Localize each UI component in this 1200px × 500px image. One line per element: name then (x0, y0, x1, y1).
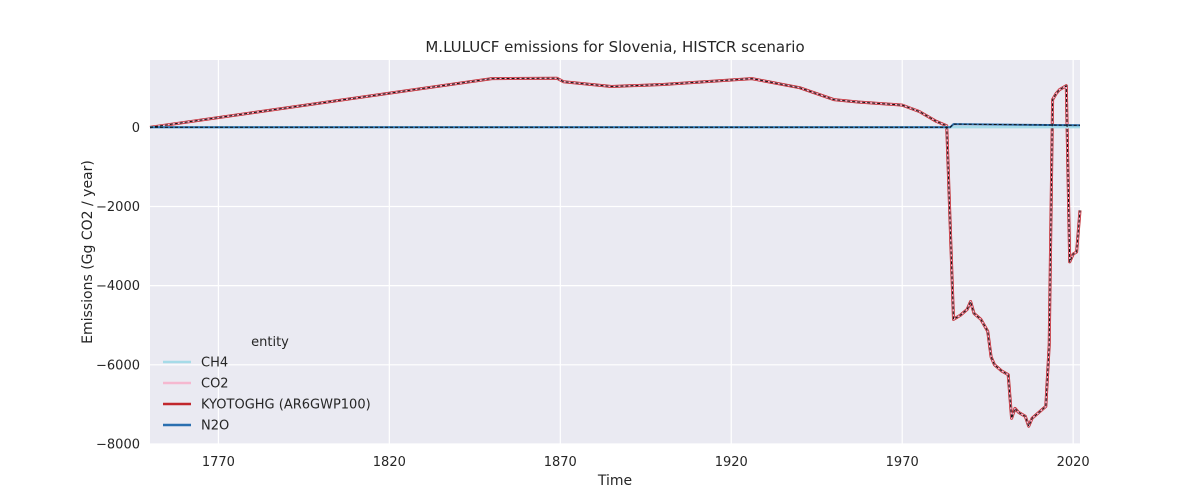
series-line-kyotoghg-dashed (149, 77, 1081, 427)
series-layer (149, 76, 1082, 428)
x-tick-label: 1870 (544, 455, 577, 470)
x-tick-label: 1970 (886, 455, 919, 470)
legend-entry: CH4 (201, 356, 228, 371)
legend: entity CH4 CO2 KYOTOGHG (AR6GWP100) N2O (163, 335, 371, 434)
y-tick-label: −2000 (96, 200, 140, 215)
series-line-n2o-dashed (150, 123, 1081, 128)
y-axis-label: Emissions (Gg CO2 / year) (80, 160, 96, 344)
x-tick-label: 2020 (1057, 455, 1090, 470)
y-tick-label: −4000 (96, 279, 140, 294)
x-tick-label: 1920 (715, 455, 748, 470)
y-tick-label: −8000 (96, 438, 140, 453)
plot-background (150, 60, 1080, 444)
legend-entry: N2O (201, 419, 229, 434)
legend-entry: CO2 (201, 377, 229, 392)
legend-title: entity (251, 335, 289, 350)
y-tick-label: 0 (132, 121, 140, 136)
axis-ticks: 1770 1820 1870 1920 1970 2020 −8000 −6000 −4000 −… (96, 121, 1090, 470)
x-tick-label: 1820 (373, 455, 406, 470)
x-axis-label: Time (597, 473, 632, 489)
y-tick-label: −6000 (96, 358, 140, 373)
legend-entry: KYOTOGHG (AR6GWP100) (201, 398, 371, 413)
x-tick-label: 1770 (202, 455, 235, 470)
chart-title: M.LULUCF emissions for Slovenia, HISTCR … (425, 38, 804, 56)
